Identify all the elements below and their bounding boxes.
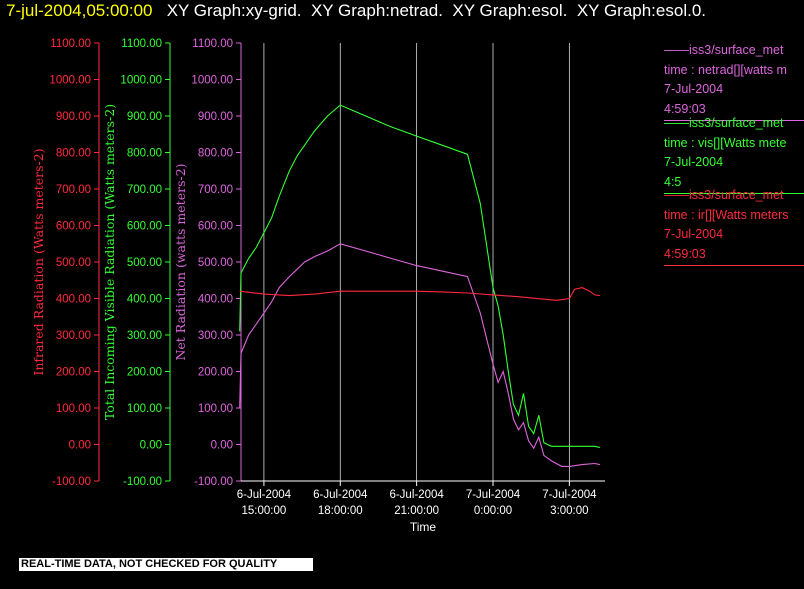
legend-variable: time : netrad[][watts m [664,62,787,77]
legend-time: 4:5 [664,174,682,189]
x-tick-label: 7-Jul-2004 [542,489,597,501]
series-line-ir [239,287,600,301]
y-tick-label: 900.00 [127,111,162,123]
y-tick-label: -100.00 [194,476,233,488]
x-tick-label: 6-Jul-2004 [313,489,368,501]
x-tick-label: 15:00:00 [242,505,287,517]
y-tick-label: 600.00 [198,221,233,233]
y-tick-label: 800.00 [198,148,233,160]
x-tick-label: 3:00:00 [550,505,588,517]
y-tick-label: 400.00 [127,294,162,306]
x-tick-label: 0:00:00 [474,505,512,517]
y-tick-label: 500.00 [198,257,233,269]
y-tick-label: 800.00 [127,148,162,160]
y-tick-label: 100.00 [56,403,91,415]
quality-disclaimer: REAL-TIME DATA, NOT CHECKED FOR QUALITY [19,558,313,571]
y-tick-label: 400.00 [56,294,91,306]
timestamp: 7-jul-2004,05:00:00 [6,1,153,20]
y-tick-label: 200.00 [198,367,233,379]
y-tick-label: -100.00 [123,476,162,488]
y-tick-label: 100.00 [198,403,233,415]
y-tick-label: 400.00 [198,294,233,306]
y-tick-label: 300.00 [56,330,91,342]
legend-source: ——iss3/surface_met [664,116,784,130]
y-tick-label: 1100.00 [121,38,162,50]
x-tick-label: 6-Jul-2004 [237,489,292,501]
y-tick-label: 1000.00 [49,75,91,87]
y-tick-label: 800.00 [56,148,91,160]
legend-time: 4:59:03 [664,246,706,261]
y-axis-label: Infrared Radiation (Watts meters-2) [31,148,46,375]
y-tick-label: 300.00 [198,330,233,342]
x-tick-label: 6-Jul-2004 [389,489,444,501]
y-tick-label: 1000.00 [191,75,233,87]
legend-netrad: ——iss3/surface_met time : netrad[][watts… [664,41,804,121]
tab-esol-0[interactable]: XY Graph:esol.0. [576,1,706,20]
legend-vis: ——iss3/surface_met time : vis[][Watts me… [664,114,804,194]
y-axis-label: Net Radiation (watts meters-2) [173,163,188,360]
y-tick-label: 0.00 [69,440,91,452]
y-tick-label: 600.00 [56,221,91,233]
tab-xy-grid[interactable]: XY Graph:xy-grid. [166,1,302,20]
legend-date: 7-Jul-2004 [664,227,724,241]
y-tick-label: 0.00 [211,440,233,452]
y-tick-label: 1100.00 [50,38,91,50]
y-tick-label: -100.00 [52,476,91,488]
legend-variable: time : vis[][Watts mete [664,135,787,150]
legend-time: 4:59:03 [664,101,706,116]
y-tick-label: 0.00 [140,440,162,452]
tab-netrad[interactable]: XY Graph:netrad. [310,1,443,20]
y-tick-label: 900.00 [56,111,91,123]
y-tick-label: 200.00 [127,367,162,379]
series-line-vis [239,104,601,448]
legend-source: ——iss3/surface_met [664,188,784,202]
legend-ir: ——iss3/surface_met time : ir[][Watts met… [664,186,804,266]
y-tick-label: 500.00 [127,257,162,269]
y-tick-label: 100.00 [127,403,162,415]
y-axis-label: Total Incoming Visible Radiation (Watts … [102,104,117,420]
x-axis-label: Time [410,520,437,534]
legend-source: ——iss3/surface_met [664,43,784,57]
y-tick-label: 500.00 [56,257,91,269]
y-tick-label: 200.00 [56,367,91,379]
y-tick-label: 700.00 [56,184,91,196]
y-tick-label: 600.00 [127,221,162,233]
x-tick-label: 21:00:00 [394,505,439,517]
legend-variable: time : ir[][Watts meters [664,207,789,222]
legend-date: 7-Jul-2004 [664,82,724,96]
x-tick-label: 18:00:00 [318,505,363,517]
tab-esol[interactable]: XY Graph:esol. [452,1,568,20]
y-tick-label: 300.00 [127,330,162,342]
header: 7-jul-2004,05:00:00 XY Graph:xy-grid. XY… [6,1,706,21]
y-tick-label: 700.00 [127,184,162,196]
series-line-netrad [239,243,601,467]
y-tick-label: 900.00 [198,111,233,123]
x-tick-label: 7-Jul-2004 [466,489,521,501]
y-tick-label: 1100.00 [192,38,233,50]
legend-date: 7-Jul-2004 [664,155,724,169]
y-tick-label: 1000.00 [120,75,162,87]
y-tick-label: 700.00 [198,184,233,196]
